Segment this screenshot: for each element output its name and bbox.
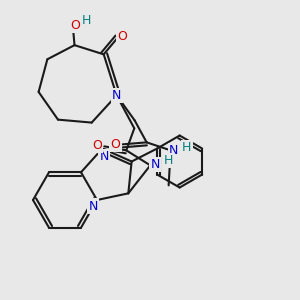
Text: N: N <box>112 89 121 102</box>
Text: N: N <box>88 200 98 212</box>
Text: H: H <box>182 141 191 154</box>
Text: N: N <box>151 158 160 171</box>
Text: H: H <box>82 14 92 27</box>
Text: N: N <box>169 144 178 157</box>
Text: O: O <box>117 30 127 43</box>
Text: O: O <box>70 19 80 32</box>
Text: H: H <box>164 154 173 167</box>
Text: O: O <box>92 139 102 152</box>
Text: O: O <box>111 138 121 151</box>
Text: N: N <box>100 150 109 163</box>
